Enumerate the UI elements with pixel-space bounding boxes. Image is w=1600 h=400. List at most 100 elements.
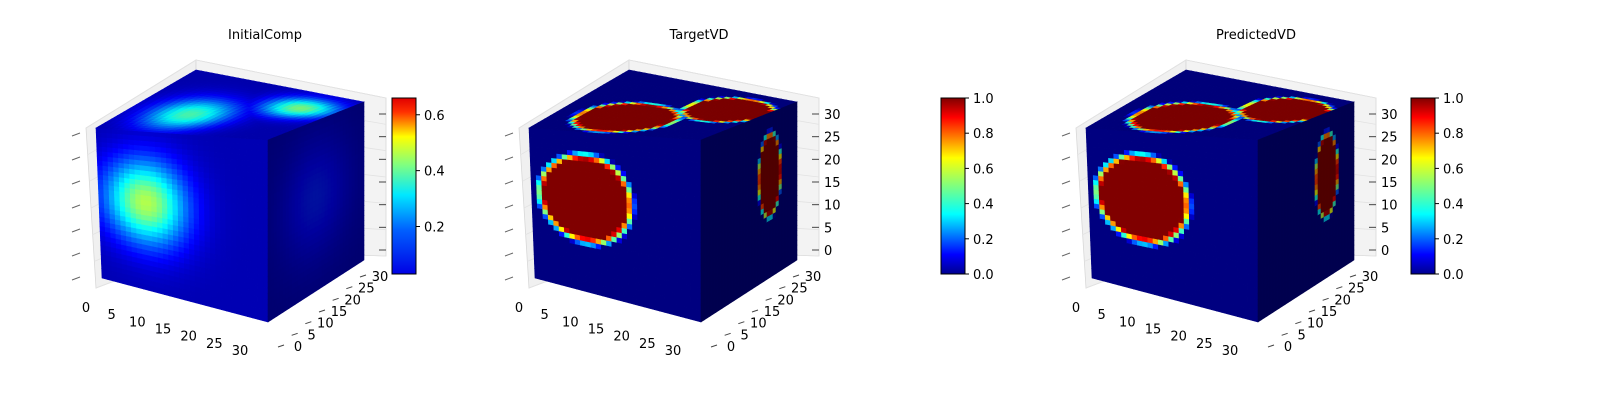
- x-tick-label: 25: [206, 337, 223, 352]
- voxel-cell: [251, 160, 258, 168]
- voxel-cell: [128, 144, 135, 151]
- voxel-cell: [679, 182, 686, 190]
- voxel-cell: [545, 138, 552, 145]
- voxel-cell: [572, 155, 579, 162]
- voxel-cell: [636, 161, 643, 169]
- voxel-cell: [154, 136, 162, 143]
- voxel-cell: [657, 147, 664, 155]
- cube-front-face: [95, 127, 269, 323]
- voxel-cell: [695, 190, 702, 198]
- voxel-cell: [176, 153, 183, 161]
- voxel-cell: [668, 142, 675, 150]
- voxel-cell: [107, 147, 114, 154]
- voxel-cell: [599, 152, 606, 160]
- voxel-cell: [262, 184, 269, 192]
- voxel-cell: [219, 152, 226, 160]
- voxel-cell: [246, 182, 253, 190]
- voxel-cell: [620, 175, 627, 183]
- voxel-cell: [566, 140, 573, 147]
- voxel-cell: [695, 161, 702, 169]
- voxel-cell: [663, 153, 670, 161]
- grid-line: [195, 59, 387, 99]
- voxel-cell: [534, 146, 541, 153]
- voxel-cell: [230, 191, 237, 199]
- voxel-cell: [684, 160, 691, 168]
- voxel-cell: [625, 150, 632, 157]
- voxel-cell: [127, 279, 134, 287]
- voxel-cell: [123, 144, 130, 151]
- voxel-cell: [567, 154, 574, 161]
- voxel-cell: [251, 177, 258, 185]
- voxel-cell: [187, 160, 194, 167]
- y-tick-mark: [305, 321, 312, 325]
- voxel-cell: [577, 136, 584, 143]
- voxel-cell: [128, 139, 135, 146]
- voxel-cell: [220, 303, 227, 312]
- voxel-cell: [117, 129, 124, 136]
- y-tick-mark: [346, 286, 353, 290]
- voxel-cell: [179, 293, 186, 301]
- voxel-cell: [695, 201, 702, 209]
- voxel-cell: [95, 127, 102, 134]
- panel-title: InitialComp: [228, 28, 302, 43]
- voxel-cell: [205, 299, 212, 308]
- voxel-cell: [160, 152, 167, 159]
- voxel-cell: [591, 287, 598, 295]
- y-tick-mark: [318, 309, 326, 313]
- voxel-cell: [599, 163, 606, 170]
- voxel-cell: [668, 186, 675, 194]
- voxel-cell: [668, 153, 675, 161]
- voxel-cell: [192, 150, 199, 157]
- voxel-cell: [550, 276, 557, 284]
- voxel-cell: [171, 153, 178, 160]
- voxel-cell: [171, 148, 178, 155]
- left-tick-mark: [71, 252, 81, 257]
- panel-targetvd: TargetVD 0 5 10 15 20 25 30 0510152025300510152…: [504, 28, 994, 359]
- voxel-cell: [235, 181, 242, 189]
- voxel-cell: [187, 165, 194, 172]
- voxel-cell: [679, 154, 686, 162]
- voxel-cell: [631, 182, 638, 189]
- voxel-cell: [663, 180, 670, 188]
- voxel-cell: [534, 137, 541, 144]
- voxel-cell: [240, 165, 247, 173]
- voxel-cell: [647, 168, 654, 175]
- voxel-cell: [240, 148, 247, 156]
- voxel-cell: [571, 140, 579, 147]
- voxel-cell: [577, 145, 584, 153]
- voxel-cell: [577, 150, 584, 158]
- voxel-cell: [625, 165, 632, 173]
- voxel-cell: [117, 133, 124, 140]
- voxel-cell: [609, 153, 616, 161]
- voxel-cell: [669, 307, 676, 316]
- colorbar-tick-label: 0.2: [424, 221, 445, 236]
- voxel-cell: [689, 155, 696, 163]
- voxel-cell: [235, 153, 242, 161]
- voxel-cell: [143, 283, 149, 291]
- voxel-cell: [684, 144, 691, 151]
- voxel-cell: [560, 279, 567, 287]
- voxel-cell: [679, 188, 686, 196]
- voxel-cell: [200, 298, 207, 306]
- voxel-cell: [647, 173, 654, 181]
- voxel-cell: [203, 182, 210, 190]
- voxel-cell: [631, 166, 638, 174]
- voxel-cell: [582, 146, 589, 153]
- voxel-cell: [555, 139, 563, 146]
- voxel-cell: [203, 177, 210, 185]
- left-tick-mark: [71, 180, 81, 185]
- voxel-cell: [641, 135, 648, 142]
- voxel-cell: [620, 144, 627, 151]
- voxel-cell: [246, 199, 253, 207]
- voxel-cell: [203, 156, 210, 163]
- voxel-cell: [690, 172, 696, 180]
- voxel-cell: [614, 149, 622, 156]
- voxel-cell: [588, 161, 595, 169]
- voxel-cell: [690, 189, 696, 197]
- voxel-cell: [198, 177, 205, 184]
- voxel-cell: [625, 139, 632, 147]
- voxel-cell: [149, 131, 156, 138]
- voxel-cell: [647, 141, 654, 148]
- voxel-cell: [122, 134, 129, 141]
- voxel-cell: [647, 162, 654, 170]
